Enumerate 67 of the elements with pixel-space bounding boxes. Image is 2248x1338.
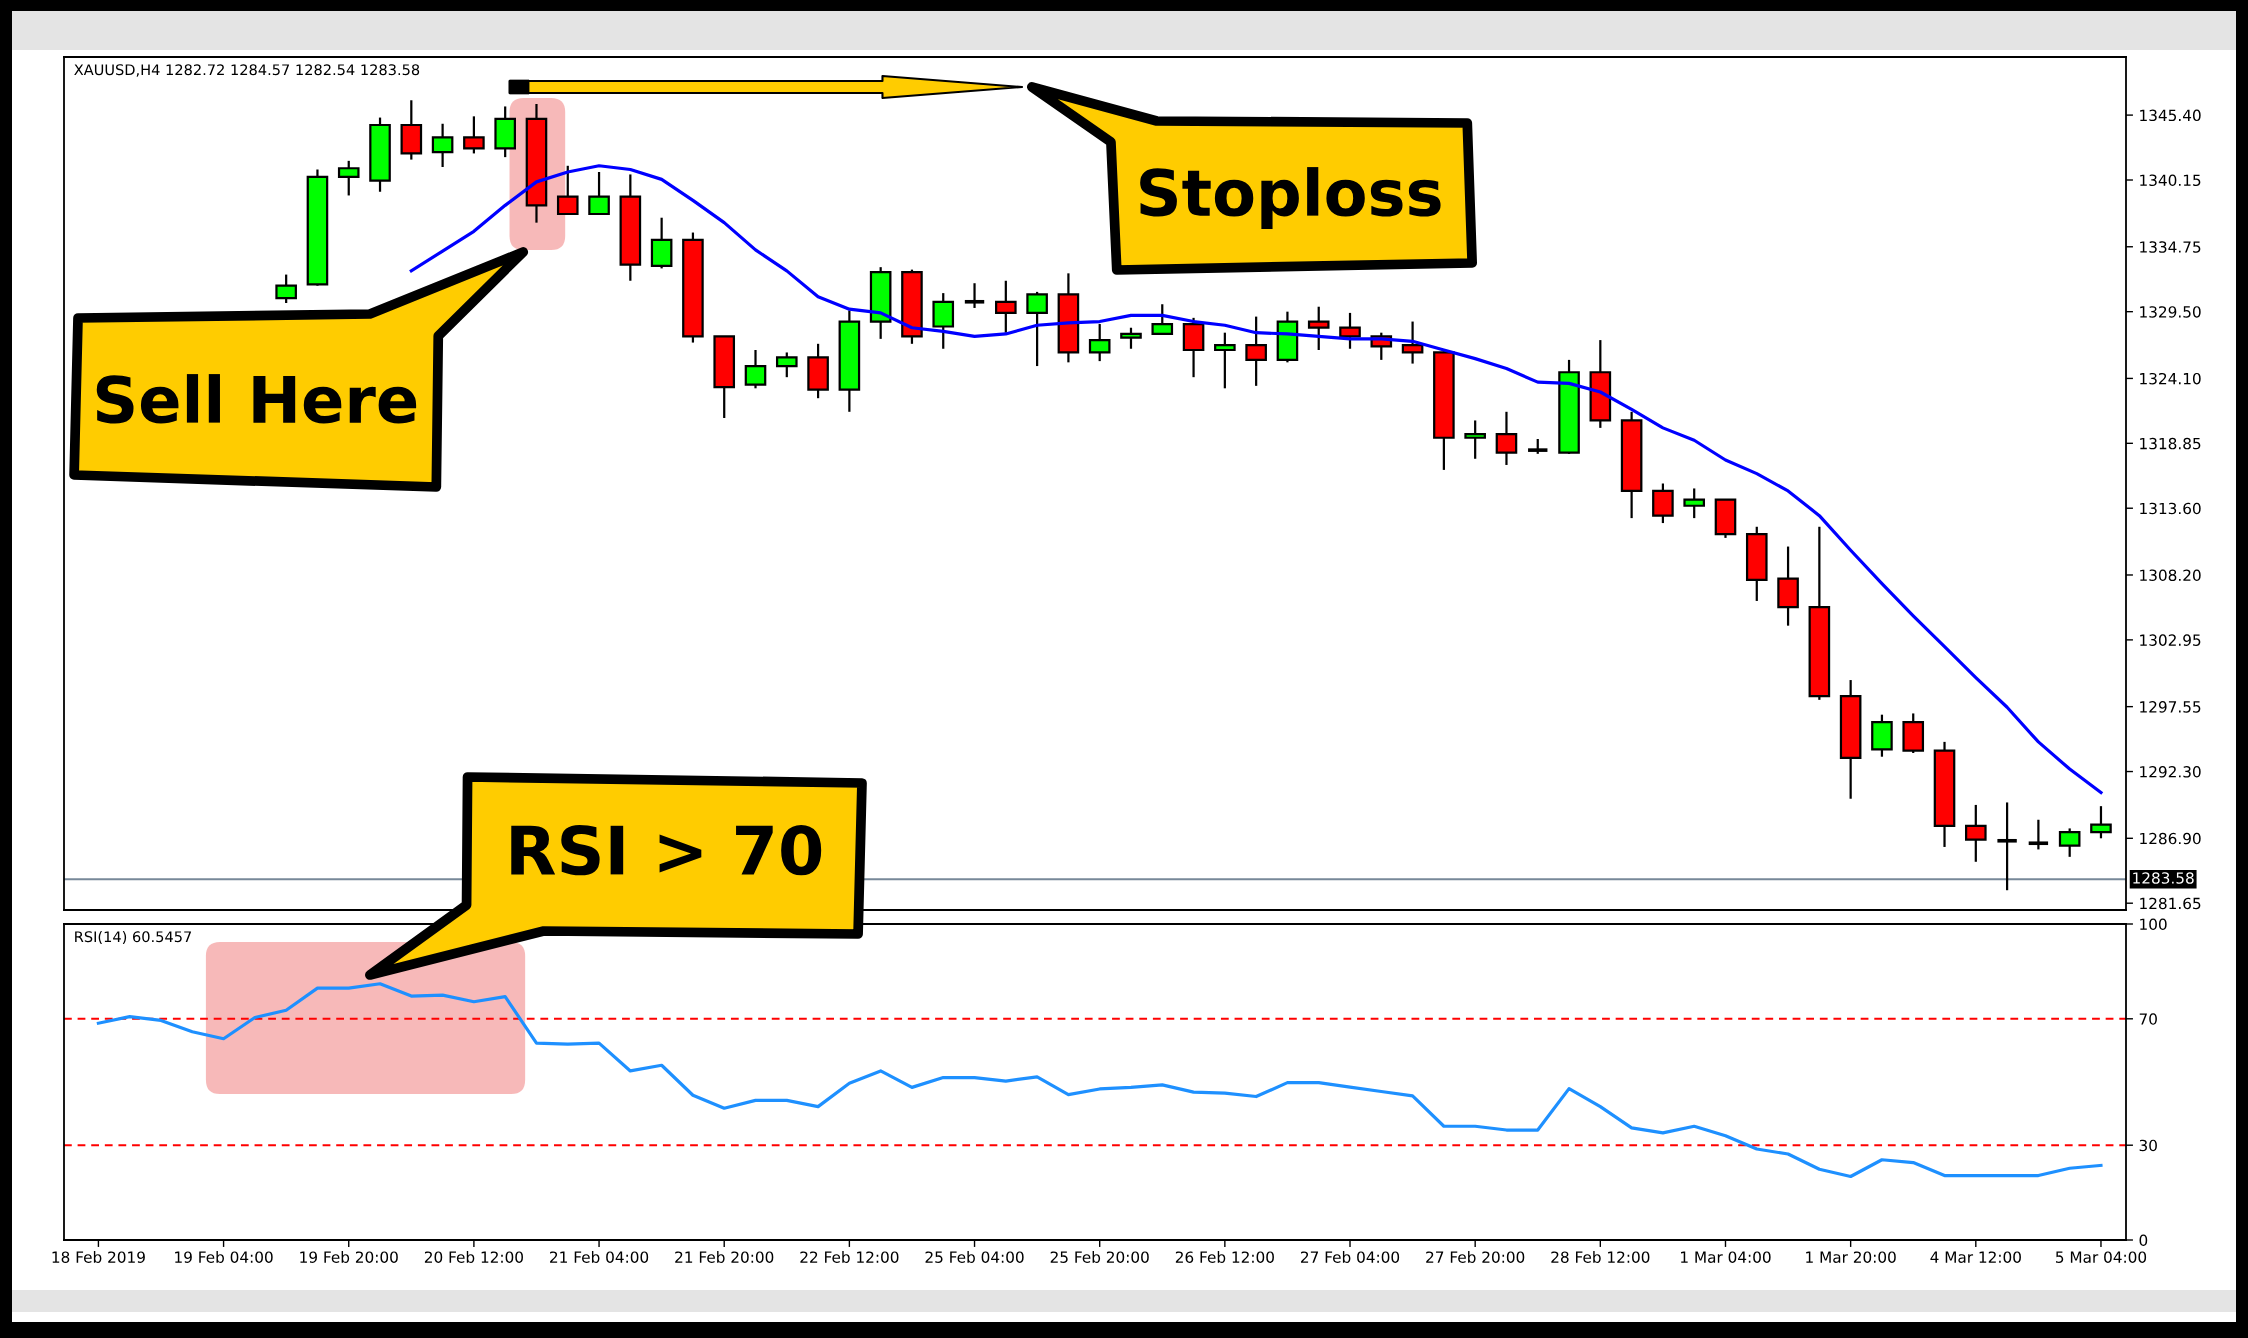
candlestick — [775, 351, 798, 379]
y-tick-label: 1302.95 — [2140, 634, 2201, 646]
annotation: Sell Here — [96, 374, 417, 424]
candlestick — [1088, 322, 1111, 363]
y-tick-label: 1340.15 — [2140, 174, 2201, 187]
x-tick-label: 19 Feb 20:00 — [300, 1251, 398, 1263]
chart-title: XAUUSD,H4 1282.72 1284.57 1282.54 1283.58 — [74, 64, 420, 77]
x-tick-label: 5 Mar 04:00 — [2056, 1251, 2147, 1263]
candlestick — [1683, 487, 1706, 520]
x-tick-label: 27 Feb 20:00 — [1426, 1251, 1525, 1263]
x-tick-label: 18 Feb 2019 — [52, 1251, 145, 1263]
candlestick — [337, 159, 360, 197]
candlestick — [1339, 311, 1361, 350]
y-tick-label: 1334.75 — [2140, 241, 2201, 253]
x-tick-label: 25 Feb 04:00 — [925, 1251, 1024, 1263]
x-tick-label: 19 Feb 04:00 — [175, 1251, 273, 1263]
candlestick — [1401, 320, 1424, 365]
candlestick — [431, 122, 454, 169]
x-tick-label: 26 Feb 12:00 — [1175, 1251, 1274, 1263]
y-tick-label: 1297.55 — [2140, 701, 2201, 713]
candlestick — [1495, 410, 1518, 467]
y-tick-label: 1329.50 — [2140, 306, 2201, 318]
x-tick-label: 25 Feb 20:00 — [1050, 1251, 1149, 1263]
candlestick — [275, 273, 297, 305]
annotation: Stoploss — [1140, 167, 1441, 229]
y-tick-label: 1318.85 — [2140, 437, 2201, 450]
x-tick-label: 22 Feb 12:00 — [800, 1251, 899, 1263]
candlestick — [1026, 290, 1048, 368]
candlestick — [744, 348, 767, 390]
x-tick-label: 1 Mar 04:00 — [1681, 1251, 1771, 1263]
y-tick-label: 1281.65 — [2140, 897, 2201, 910]
x-tick-label: 4 Mar 12:00 — [1930, 1251, 2021, 1263]
x-tick-label: 1 Mar 20:00 — [1806, 1251, 1896, 1263]
y-tick-label: 70 — [2139, 1013, 2157, 1025]
y-tick-label: 1286.90 — [2140, 832, 2201, 845]
candlestick — [2090, 805, 2112, 840]
y-tick-label: 30 — [2139, 1139, 2157, 1152]
candlestick — [1214, 331, 1236, 390]
candlestick — [995, 279, 1017, 334]
x-tick-label: 20 Feb 12:00 — [424, 1251, 523, 1263]
candlestick — [1120, 326, 1142, 350]
y-tick-label: 1292.30 — [2140, 766, 2201, 778]
candlestick — [964, 282, 985, 310]
y-tick-label: 1308.20 — [2140, 569, 2201, 581]
x-tick-label: 21 Feb 04:00 — [550, 1251, 649, 1263]
x-tick-label: 28 Feb 12:00 — [1551, 1251, 1650, 1263]
candlestick — [1151, 303, 1174, 336]
candlestick — [1307, 305, 1330, 352]
candlestick — [1464, 419, 1486, 460]
ref-line-label: 1283.58 — [2133, 872, 2194, 884]
line-series — [96, 982, 2103, 1179]
candlestick — [588, 170, 610, 216]
chart-title: RSI(14) 60.5457 — [75, 930, 192, 944]
y-tick-label: 1313.60 — [2140, 502, 2201, 515]
candlestick — [2058, 827, 2081, 858]
candlestick — [1965, 803, 1987, 863]
x-tick-label: 21 Feb 20:00 — [675, 1251, 774, 1263]
candlestick — [556, 164, 579, 216]
y-tick-label: 1345.40 — [2140, 109, 2201, 122]
y-tick-label: 0 — [2139, 1234, 2148, 1247]
candlestick — [463, 115, 485, 155]
y-tick-label: 1324.10 — [2140, 372, 2201, 385]
candlestick — [1245, 315, 1267, 387]
y-tick-label: 100 — [2140, 918, 2167, 931]
candlestick — [2028, 818, 2050, 851]
annotation: RSI > 70 — [511, 824, 822, 876]
x-tick-label: 27 Feb 04:00 — [1301, 1251, 1400, 1263]
